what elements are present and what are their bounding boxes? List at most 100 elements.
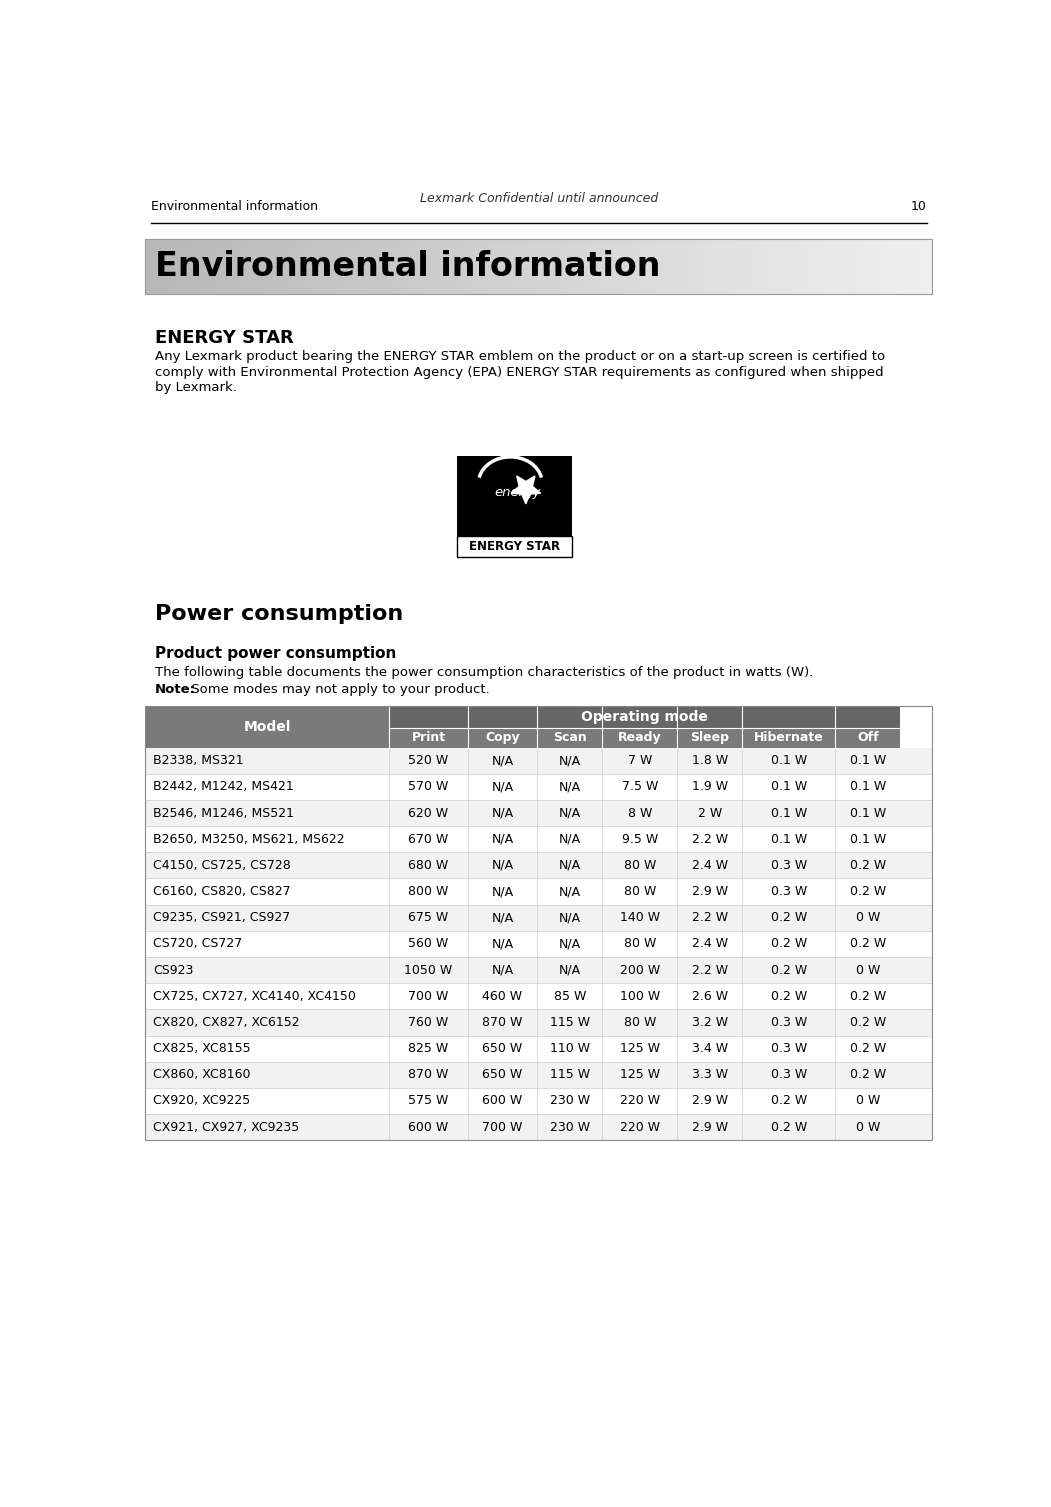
Bar (795, 238, 804, 294)
Bar (145, 983, 932, 1010)
Text: N/A: N/A (559, 833, 581, 845)
Text: 2.2 W: 2.2 W (692, 833, 727, 845)
Text: 0.2 W: 0.2 W (770, 912, 807, 924)
Bar (145, 1010, 932, 1035)
Bar (145, 1062, 932, 1088)
Bar (844, 238, 853, 294)
Text: 700 W: 700 W (482, 1121, 522, 1133)
Bar (450, 238, 460, 294)
Text: 0.1 W: 0.1 W (849, 754, 886, 767)
Bar (775, 238, 785, 294)
Bar (145, 238, 932, 294)
Text: 575 W: 575 W (409, 1094, 449, 1108)
Bar (389, 728, 468, 747)
Text: 0.1 W: 0.1 W (849, 781, 886, 793)
Text: 0.2 W: 0.2 W (849, 1068, 886, 1082)
Text: Ready: Ready (618, 731, 661, 744)
Text: Scan: Scan (553, 731, 586, 744)
Text: 80 W: 80 W (623, 859, 656, 873)
Text: CX820, CX827, XC6152: CX820, CX827, XC6152 (153, 1016, 300, 1029)
Text: 0.2 W: 0.2 W (849, 990, 886, 1002)
Bar (598, 238, 607, 294)
Text: N/A: N/A (492, 912, 514, 924)
Bar (145, 773, 932, 800)
Bar (922, 238, 932, 294)
Text: Copy: Copy (486, 731, 520, 744)
Text: 230 W: 230 W (550, 1094, 590, 1108)
Bar (755, 238, 765, 294)
Text: 0.1 W: 0.1 W (770, 806, 807, 820)
Text: ENERGY STAR: ENERGY STAR (469, 540, 560, 553)
Bar (323, 238, 332, 294)
Text: 2.6 W: 2.6 W (692, 990, 727, 1002)
Text: 0.3 W: 0.3 W (770, 1043, 807, 1055)
Bar (745, 238, 756, 294)
Text: 200 W: 200 W (620, 963, 660, 977)
Bar (725, 238, 736, 294)
Text: Note:: Note: (154, 683, 195, 696)
Bar (391, 238, 401, 294)
Text: Power consumption: Power consumption (154, 604, 403, 624)
Text: Lexmark Confidential until announced: Lexmark Confidential until announced (419, 191, 658, 205)
Bar (145, 904, 932, 931)
Text: 230 W: 230 W (550, 1121, 590, 1133)
Bar (784, 238, 795, 294)
Bar (145, 931, 932, 957)
Text: 7.5 W: 7.5 W (621, 781, 658, 793)
Text: 700 W: 700 W (409, 990, 449, 1002)
Bar (431, 238, 440, 294)
Bar (569, 238, 578, 294)
Bar (509, 238, 519, 294)
Bar (460, 238, 470, 294)
Bar (332, 238, 343, 294)
Text: Any Lexmark product bearing the ENERGY STAR emblem on the product or on a start-: Any Lexmark product bearing the ENERGY S… (154, 350, 885, 363)
Bar (145, 705, 389, 747)
Text: CX920, XC9225: CX920, XC9225 (153, 1094, 250, 1108)
Text: 600 W: 600 W (482, 1094, 522, 1108)
Text: CX725, CX727, XC4140, XC4150: CX725, CX727, XC4140, XC4150 (153, 990, 356, 1002)
Bar (382, 238, 392, 294)
Text: 3.3 W: 3.3 W (692, 1068, 727, 1082)
Bar (549, 238, 559, 294)
Bar (224, 238, 234, 294)
Bar (293, 238, 303, 294)
Text: N/A: N/A (559, 754, 581, 767)
Bar (457, 457, 572, 536)
Bar (312, 238, 323, 294)
Text: 0 W: 0 W (856, 1121, 880, 1133)
Bar (853, 238, 864, 294)
Text: 3.2 W: 3.2 W (692, 1016, 727, 1029)
Text: N/A: N/A (559, 912, 581, 924)
Text: Environmental information: Environmental information (154, 250, 660, 283)
Bar (833, 238, 844, 294)
Bar (863, 238, 873, 294)
Text: 1.8 W: 1.8 W (692, 754, 728, 767)
Text: N/A: N/A (559, 885, 581, 898)
Text: 0.2 W: 0.2 W (849, 859, 886, 873)
Text: Off: Off (857, 731, 879, 744)
Bar (145, 957, 932, 983)
Bar (145, 705, 932, 1141)
Bar (145, 1114, 932, 1141)
Polygon shape (511, 476, 540, 503)
Bar (539, 238, 549, 294)
Bar (912, 238, 923, 294)
Bar (145, 1035, 932, 1062)
Text: C6160, CS820, CS827: C6160, CS820, CS827 (153, 885, 291, 898)
Text: 560 W: 560 W (409, 937, 449, 951)
Bar (156, 238, 165, 294)
Text: Hibernate: Hibernate (754, 731, 824, 744)
Text: C9235, CS921, CS927: C9235, CS921, CS927 (153, 912, 290, 924)
Bar (145, 747, 932, 773)
Text: N/A: N/A (492, 859, 514, 873)
Text: 100 W: 100 W (620, 990, 660, 1002)
Text: 800 W: 800 W (409, 885, 449, 898)
Bar (742, 728, 836, 747)
Bar (892, 238, 903, 294)
Text: 650 W: 650 W (482, 1043, 522, 1055)
Text: N/A: N/A (559, 806, 581, 820)
Bar (145, 1088, 932, 1114)
Bar (273, 238, 284, 294)
Bar (401, 238, 411, 294)
Text: 600 W: 600 W (409, 1121, 449, 1133)
